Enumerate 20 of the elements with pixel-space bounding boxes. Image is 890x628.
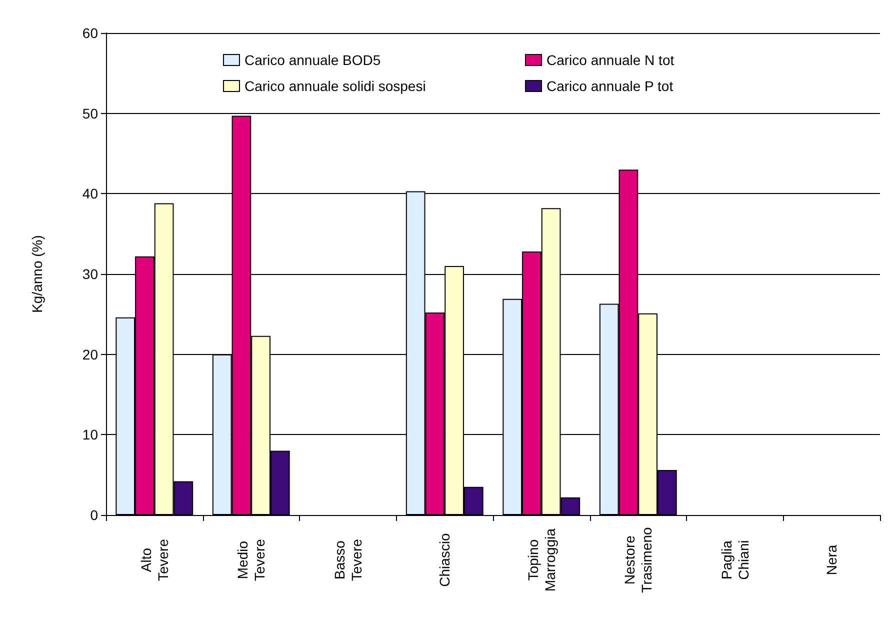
y-axis-title: Kg/anno (%) (29, 235, 45, 313)
y-tick-label: 20 (82, 346, 98, 362)
legend-label: Carico annuale P tot (546, 78, 674, 94)
x-tick-label: Chiascio (436, 532, 453, 587)
legend-label: Carico annuale N tot (546, 52, 674, 68)
y-tick-label: 0 (90, 507, 98, 523)
x-tick-label: Basso Tevere (331, 538, 364, 582)
y-tick-label: 50 (82, 105, 98, 122)
legend-label: Carico annuale solidi sospesi (244, 78, 426, 94)
x-tick-label: Paglia Chiani (718, 540, 752, 580)
legend-label: Carico annuale BOD5 (244, 52, 381, 68)
y-tick-label: 10 (82, 426, 98, 443)
y-tick-label: 40 (82, 186, 98, 202)
x-tick-label: Nera (824, 544, 840, 576)
x-tick-label: Alto Tevere (138, 538, 171, 582)
x-tick-label: Medio Tevere (234, 538, 268, 582)
x-tick-label: Nestore Trasimeno (622, 526, 655, 593)
x-tick-label: Topino Marroggia (524, 528, 558, 592)
y-tick-label: 30 (82, 266, 98, 282)
y-tick-label: 60 (82, 25, 98, 41)
